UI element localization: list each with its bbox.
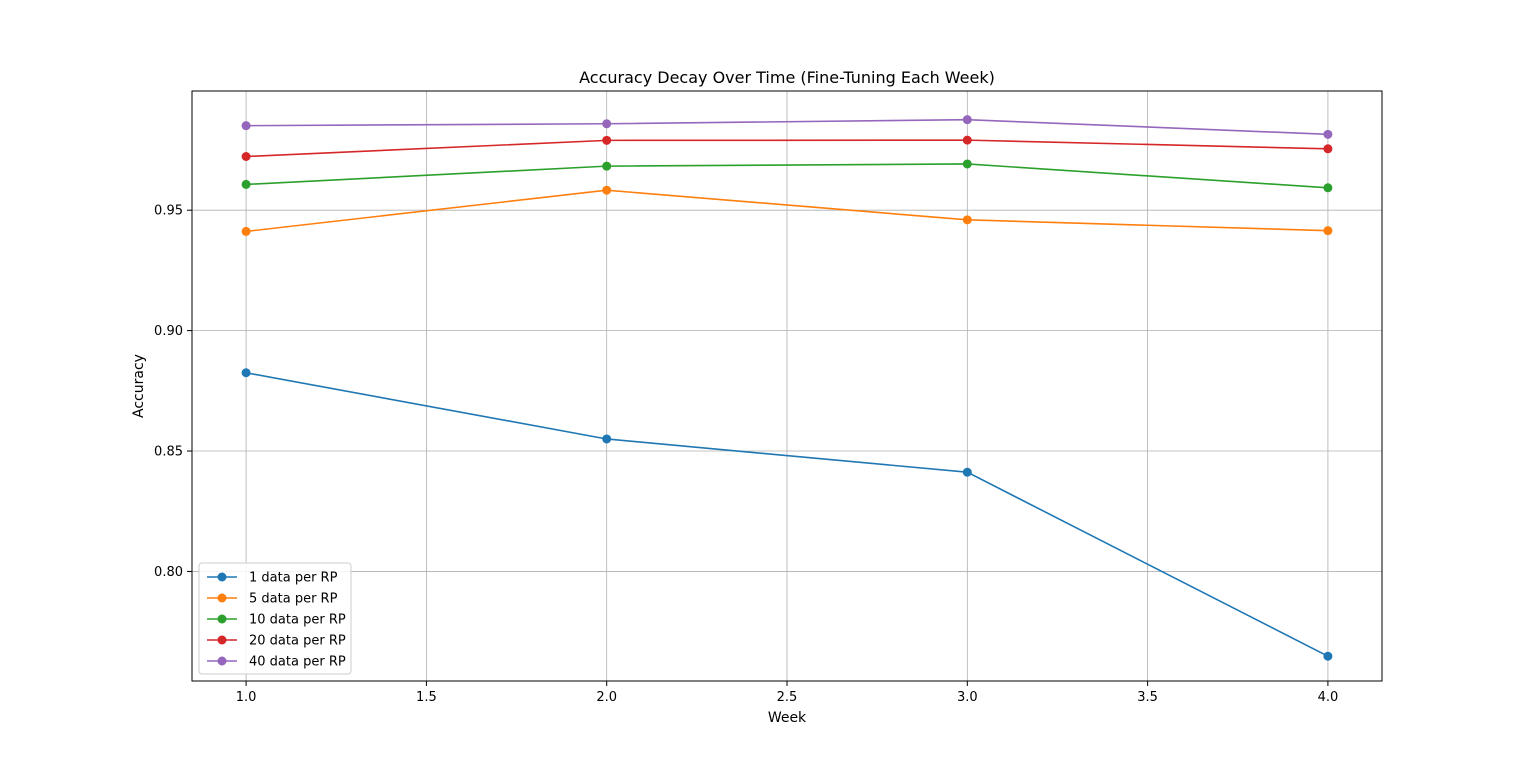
data-point <box>602 434 612 444</box>
legend-item: 20 data per RP <box>207 634 346 649</box>
legend-marker <box>217 614 227 624</box>
y-axis-ticks: 0.80 0.85 0.90 0.95 <box>154 204 192 580</box>
x-axis-ticks: 1.0 1.5 2.0 2.5 3.0 3.5 4.0 <box>236 681 1339 705</box>
data-point <box>962 135 972 145</box>
legend-marker <box>217 593 227 603</box>
x-tick-label: 1.5 <box>416 690 437 705</box>
x-tick-label: 4.0 <box>1318 690 1339 705</box>
data-point <box>962 467 972 477</box>
legend-box <box>198 562 352 675</box>
legend-marker <box>217 572 227 582</box>
data-point <box>602 119 612 129</box>
series-lines <box>241 115 1333 661</box>
series-3 <box>241 159 1333 193</box>
series-2 <box>241 185 1333 236</box>
data-point <box>241 226 251 236</box>
x-tick-label: 2.5 <box>777 690 798 705</box>
y-tick-label: 0.95 <box>154 204 183 219</box>
legend-item: 5 data per RP <box>207 592 338 607</box>
legend-item: 1 data per RP <box>207 571 338 586</box>
series-4 <box>241 135 1333 162</box>
legend-marker <box>217 656 227 666</box>
legend-marker <box>217 635 227 645</box>
data-point <box>241 179 251 189</box>
data-point <box>1323 129 1333 139</box>
data-point <box>962 115 972 125</box>
x-tick-label: 1.0 <box>236 690 257 705</box>
y-axis-label: Accuracy <box>131 354 147 418</box>
series-line <box>246 189 1328 233</box>
data-point <box>602 135 612 145</box>
data-point <box>1323 226 1333 236</box>
legend-label: 10 data per RP <box>249 613 346 628</box>
legend-label: 1 data per RP <box>249 571 338 586</box>
data-point <box>241 121 251 131</box>
data-point <box>1323 651 1333 661</box>
y-tick-label: 0.85 <box>154 445 183 460</box>
x-axis-label: Week <box>768 710 807 726</box>
data-point <box>1323 183 1333 193</box>
data-point <box>241 368 251 378</box>
series-5 <box>241 115 1333 139</box>
x-tick-label: 3.5 <box>1137 690 1158 705</box>
series-line <box>246 163 1328 189</box>
legend-label: 20 data per RP <box>249 634 346 649</box>
data-point <box>241 152 251 162</box>
y-tick-label: 0.90 <box>154 324 183 339</box>
series-line <box>245 371 1329 657</box>
series-line <box>246 139 1328 158</box>
legend-item: 10 data per RP <box>207 613 346 628</box>
data-point <box>962 159 972 169</box>
data-point <box>602 185 612 195</box>
legend-item: 40 data per RP <box>207 655 346 670</box>
data-point <box>602 161 612 171</box>
y-tick-label: 0.80 <box>154 565 183 580</box>
data-point <box>962 215 972 225</box>
data-point <box>1323 144 1333 154</box>
x-tick-label: 2.0 <box>596 690 617 705</box>
series-line <box>246 118 1328 136</box>
legend-label: 5 data per RP <box>249 592 338 607</box>
legend-label: 40 data per RP <box>249 655 346 670</box>
x-tick-label: 3.0 <box>957 690 978 705</box>
series-1 <box>241 368 1333 661</box>
chart-title: Accuracy Decay Over Time (Fine-Tuning Ea… <box>579 68 995 87</box>
legend: 1 data per RP 5 data per RP 10 data per RP… <box>198 562 352 675</box>
